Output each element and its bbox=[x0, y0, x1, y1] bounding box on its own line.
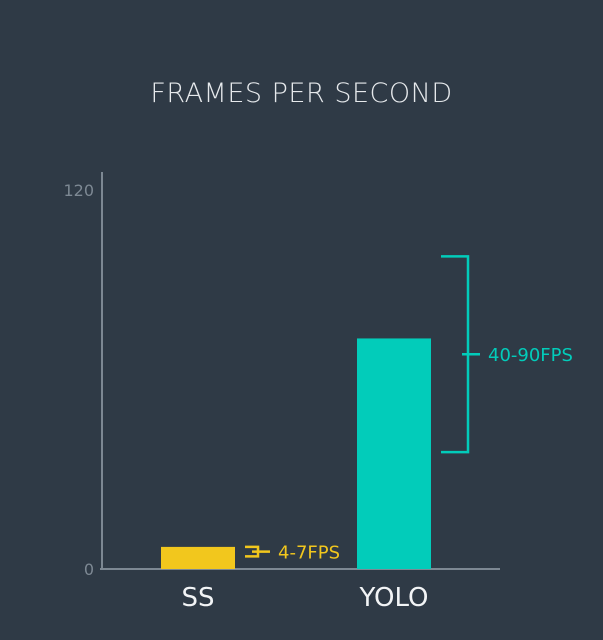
range-label-2: 40-90FPS bbox=[488, 345, 573, 366]
y-tick-label: 120 bbox=[63, 181, 94, 200]
bar-yolo bbox=[357, 338, 431, 569]
y-tick-label: 0 bbox=[84, 560, 94, 579]
chart-title: FRAMES PER SECOND bbox=[150, 78, 453, 109]
category-label-ss: SS bbox=[181, 583, 214, 613]
bar-ss bbox=[161, 546, 235, 569]
range-label-1: 4-7FPS bbox=[278, 543, 340, 564]
category-label-yolo: YOLO bbox=[359, 583, 429, 613]
